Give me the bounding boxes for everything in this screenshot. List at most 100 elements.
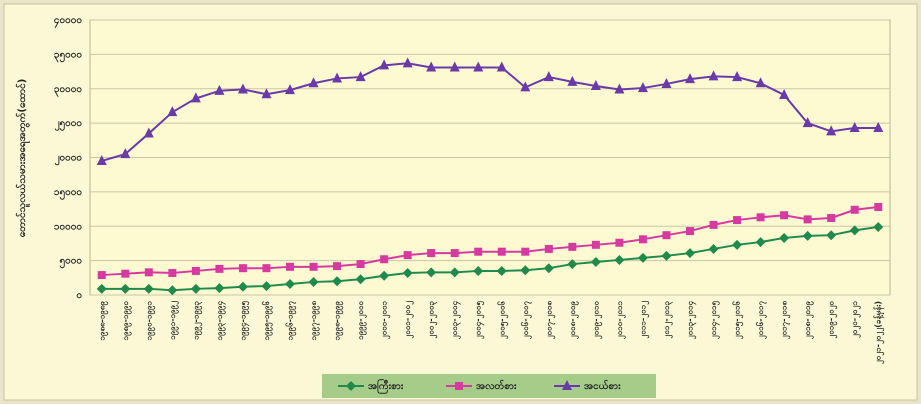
- marker: [849, 225, 860, 236]
- marker: [97, 271, 106, 280]
- marker: [614, 83, 625, 94]
- marker: [802, 117, 813, 128]
- legend-marker: [455, 382, 463, 390]
- marker: [755, 77, 766, 88]
- series-line: [101, 206, 879, 277]
- marker: [826, 125, 837, 136]
- marker: [662, 231, 671, 240]
- marker: [237, 83, 248, 94]
- marker: [590, 257, 601, 267]
- marker: [686, 227, 694, 236]
- marker: [497, 247, 506, 256]
- marker: [709, 220, 718, 229]
- marker: [262, 264, 271, 273]
- marker: [167, 106, 178, 117]
- series-line: [101, 62, 879, 162]
- marker: [520, 81, 531, 92]
- marker: [827, 214, 836, 222]
- marker: [309, 262, 318, 271]
- x-tick-label: ၂၀၁၆-၂၀၁၇: [755, 301, 768, 339]
- marker: [873, 121, 884, 132]
- marker: [779, 88, 790, 99]
- marker: [543, 263, 554, 274]
- marker: [427, 249, 436, 258]
- marker: [803, 215, 812, 224]
- marker: [214, 283, 225, 294]
- marker: [802, 230, 813, 241]
- marker: [779, 232, 790, 243]
- marker: [96, 154, 107, 165]
- y-axis-label: တောင်သူလယ်သမားအရေအတွက်(ထောင်): [15, 79, 31, 238]
- marker: [356, 260, 365, 269]
- x-tick-label: ၁၉၉၆-၁၉၉၇: [285, 301, 298, 341]
- marker: [638, 235, 647, 244]
- marker: [286, 262, 294, 271]
- marker: [380, 255, 389, 264]
- x-tick-label: ၁၉၉၅-၁၉၉၆: [261, 301, 274, 342]
- marker: [449, 267, 460, 278]
- marker: [637, 252, 648, 263]
- legend-marker: [346, 381, 356, 391]
- marker: [333, 262, 342, 271]
- y-tick-label: ၃၅၀၀၀: [54, 49, 82, 63]
- marker: [568, 242, 577, 251]
- marker: [144, 268, 153, 277]
- marker: [756, 213, 765, 222]
- marker: [874, 203, 883, 211]
- marker: [567, 75, 578, 86]
- marker: [755, 237, 766, 248]
- marker: [190, 283, 201, 294]
- marker: [143, 283, 154, 294]
- marker: [496, 61, 507, 72]
- marker: [449, 61, 460, 72]
- marker: [285, 279, 295, 289]
- marker: [661, 250, 672, 261]
- marker: [637, 82, 648, 93]
- marker: [379, 59, 390, 70]
- legend-label: အကြီးစား: [368, 378, 404, 395]
- marker: [120, 283, 131, 294]
- marker: [379, 270, 390, 281]
- legend-marker: [562, 380, 572, 390]
- marker: [143, 127, 154, 138]
- y-tick-label: ၃၀၀၀၀: [54, 84, 82, 98]
- marker: [732, 239, 743, 250]
- x-tick-label: ၂၀၂၁-၂၀၂၂(ခန့်မှန်း): [873, 301, 886, 364]
- y-tick-label: ၁၅၀၀၀: [54, 187, 82, 201]
- marker: [168, 269, 177, 277]
- y-tick-label: ၅၀၀၀: [60, 256, 83, 270]
- marker: [261, 88, 272, 99]
- marker: [685, 248, 695, 259]
- marker: [780, 211, 789, 220]
- marker: [450, 249, 459, 258]
- x-tick-label: ၂၀၁၅-၂၀၁၆: [732, 301, 745, 340]
- marker: [826, 230, 837, 241]
- marker: [615, 238, 624, 247]
- x-tick-label: ၂၀၀၅-၂၀၀၆: [496, 301, 509, 340]
- y-tick-label: ၁၀၀၀၀: [54, 221, 82, 232]
- marker: [403, 251, 412, 260]
- marker: [355, 71, 366, 82]
- legend-label: အလတ်စား: [476, 379, 517, 392]
- marker: [590, 80, 601, 90]
- marker: [708, 243, 719, 254]
- marker: [237, 281, 248, 292]
- marker: [733, 216, 742, 225]
- marker: [332, 276, 343, 287]
- legend-box: [322, 374, 656, 398]
- marker: [521, 247, 530, 256]
- marker: [238, 264, 247, 273]
- marker: [567, 259, 578, 270]
- marker: [402, 57, 413, 68]
- marker: [426, 267, 437, 278]
- marker: [614, 254, 625, 265]
- marker: [591, 240, 600, 249]
- marker: [496, 265, 507, 276]
- marker: [308, 276, 319, 287]
- y-tick-label: ၂၅၀၀၀: [55, 118, 82, 132]
- marker: [215, 264, 224, 273]
- marker: [355, 274, 366, 285]
- marker: [520, 265, 531, 276]
- marker: [849, 121, 860, 132]
- marker: [402, 268, 413, 278]
